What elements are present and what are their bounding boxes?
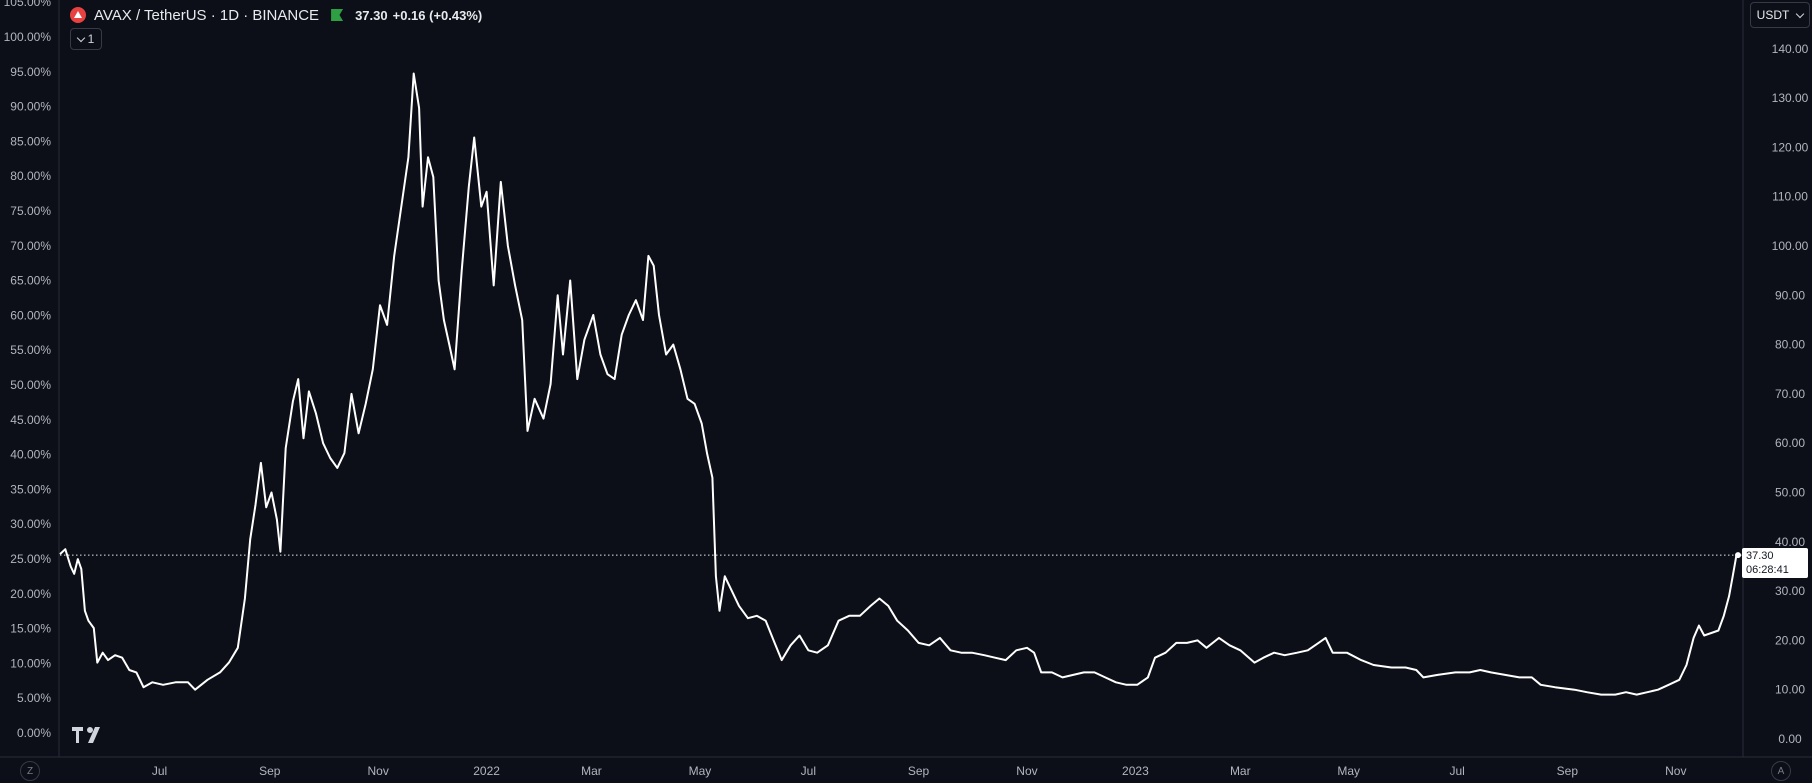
left-axis-tick-label: 90.00% — [10, 100, 51, 114]
left-axis-tick-label: 15.00% — [10, 622, 51, 636]
time-axis-tick-label: Mar — [581, 764, 602, 778]
left-axis-tick-label: 50.00% — [10, 378, 51, 392]
bar-countdown: 06:28:41 — [1746, 564, 1789, 576]
left-axis-tick-label: 80.00% — [10, 169, 51, 183]
left-axis-tick-label: 105.00% — [4, 0, 52, 9]
chevron-down-icon — [1796, 9, 1805, 18]
time-axis-tick-label: Nov — [368, 764, 389, 778]
time-axis-tick-label: Nov — [1016, 764, 1037, 778]
chevron-down-icon — [76, 33, 85, 42]
auto-scale-button-left[interactable]: Z — [20, 761, 40, 781]
time-axis-tick-label: Jul — [152, 764, 167, 778]
currency-selector[interactable]: USDT — [1750, 2, 1810, 28]
left-axis-tick-label: 20.00% — [10, 587, 51, 601]
right-axis-tick-label: 130.00 — [1772, 91, 1809, 105]
time-axis-tick-label: 2022 — [473, 764, 500, 778]
indicator-count: 1 — [87, 32, 95, 46]
right-axis-tick-label: 20.00 — [1775, 633, 1805, 647]
market-open-flag-icon — [331, 9, 344, 21]
left-axis-tick-label: 75.00% — [10, 204, 51, 218]
left-axis-tick-label: 95.00% — [10, 65, 51, 79]
right-axis-tick-label: 50.00 — [1775, 486, 1805, 500]
left-axis-tick-label: 60.00% — [10, 308, 51, 322]
right-axis-tick-label: 80.00 — [1775, 338, 1805, 352]
time-axis-tick-label: Sep — [259, 764, 281, 778]
left-axis-tick-label: 70.00% — [10, 239, 51, 253]
currency-label: USDT — [1756, 8, 1790, 22]
time-axis-tick-label: 2023 — [1122, 764, 1149, 778]
right-axis-tick-label: 30.00 — [1775, 584, 1805, 598]
right-price-axis[interactable]: 0.00 10.00 20.00 30.00 40.00 50.00 60.00 70.00 8… — [1772, 42, 1809, 746]
left-axis-tick-label: 30.00% — [10, 517, 51, 531]
right-axis-tick-label: 140.00 — [1772, 42, 1809, 56]
right-axis-tick-label: 110.00 — [1772, 190, 1808, 204]
indicators-collapse-button[interactable]: 1 — [70, 28, 102, 50]
right-axis-tick-label: 60.00 — [1775, 436, 1805, 450]
left-percent-axis[interactable]: 0.00% 5.00% 10.00% 15.00% 20.00% 25.00% 30.00%… — [4, 0, 52, 740]
time-axis-tick-label: Sep — [1557, 764, 1579, 778]
left-axis-tick-label: 100.00% — [4, 30, 52, 44]
tradingview-logo-icon[interactable] — [72, 727, 102, 743]
left-axis-tick-label: 10.00% — [10, 656, 51, 670]
left-axis-tick-label: 45.00% — [10, 413, 51, 427]
avax-symbol-icon — [70, 7, 86, 23]
left-axis-tick-label: 0.00% — [17, 726, 51, 740]
right-axis-tick-label: 90.00 — [1775, 288, 1805, 302]
right-axis-tick-label: 100.00 — [1772, 239, 1809, 253]
left-axis-tick-label: 55.00% — [10, 343, 51, 357]
last-price-tag-value: 37.30 — [1746, 550, 1774, 562]
last-price-value: 37.30 — [355, 7, 388, 23]
right-axis-tick-label: 10.00 — [1775, 683, 1805, 697]
time-axis-tick-label: May — [689, 764, 712, 778]
left-scale-button-label: Z — [26, 765, 34, 777]
time-axis-tick-label: Nov — [1665, 764, 1686, 778]
last-price-dot — [1735, 552, 1741, 559]
right-scale-button-label: A — [1777, 765, 1785, 777]
left-axis-tick-label: 40.00% — [10, 448, 51, 462]
right-axis-tick-label: 0.00 — [1778, 732, 1802, 746]
right-axis-tick-label: 120.00 — [1772, 140, 1809, 154]
time-axis-tick-label: Sep — [908, 764, 930, 778]
left-axis-tick-label: 85.00% — [10, 134, 51, 148]
symbol-title[interactable]: AVAX / TetherUS · 1D · BINANCE — [94, 6, 320, 24]
auto-scale-button-right[interactable]: A — [1771, 761, 1791, 781]
time-axis[interactable]: Jul Sep Nov 2022 Mar May Jul Sep Nov 2023 Mar May Ju… — [152, 764, 1687, 778]
time-axis-tick-label: Jul — [1449, 764, 1464, 778]
last-price-tag: 37.30 06:28:41 — [1742, 548, 1808, 578]
symbol-legend[interactable]: AVAX / TetherUS · 1D · BINANCE 37.30 +0.… — [70, 5, 482, 25]
price-series-line — [59, 72, 1739, 696]
time-axis-tick-label: Jul — [801, 764, 816, 778]
left-axis-tick-label: 35.00% — [10, 482, 51, 496]
time-axis-tick-label: Mar — [1230, 764, 1251, 778]
time-axis-tick-label: May — [1337, 764, 1360, 778]
right-axis-tick-label: 70.00 — [1775, 387, 1805, 401]
price-change: +0.16 (+0.43%) — [392, 7, 483, 23]
left-axis-tick-label: 5.00% — [17, 691, 51, 705]
right-axis-tick-label: 40.00 — [1775, 535, 1805, 549]
left-axis-tick-label: 25.00% — [10, 552, 51, 566]
left-axis-tick-label: 65.00% — [10, 274, 51, 288]
